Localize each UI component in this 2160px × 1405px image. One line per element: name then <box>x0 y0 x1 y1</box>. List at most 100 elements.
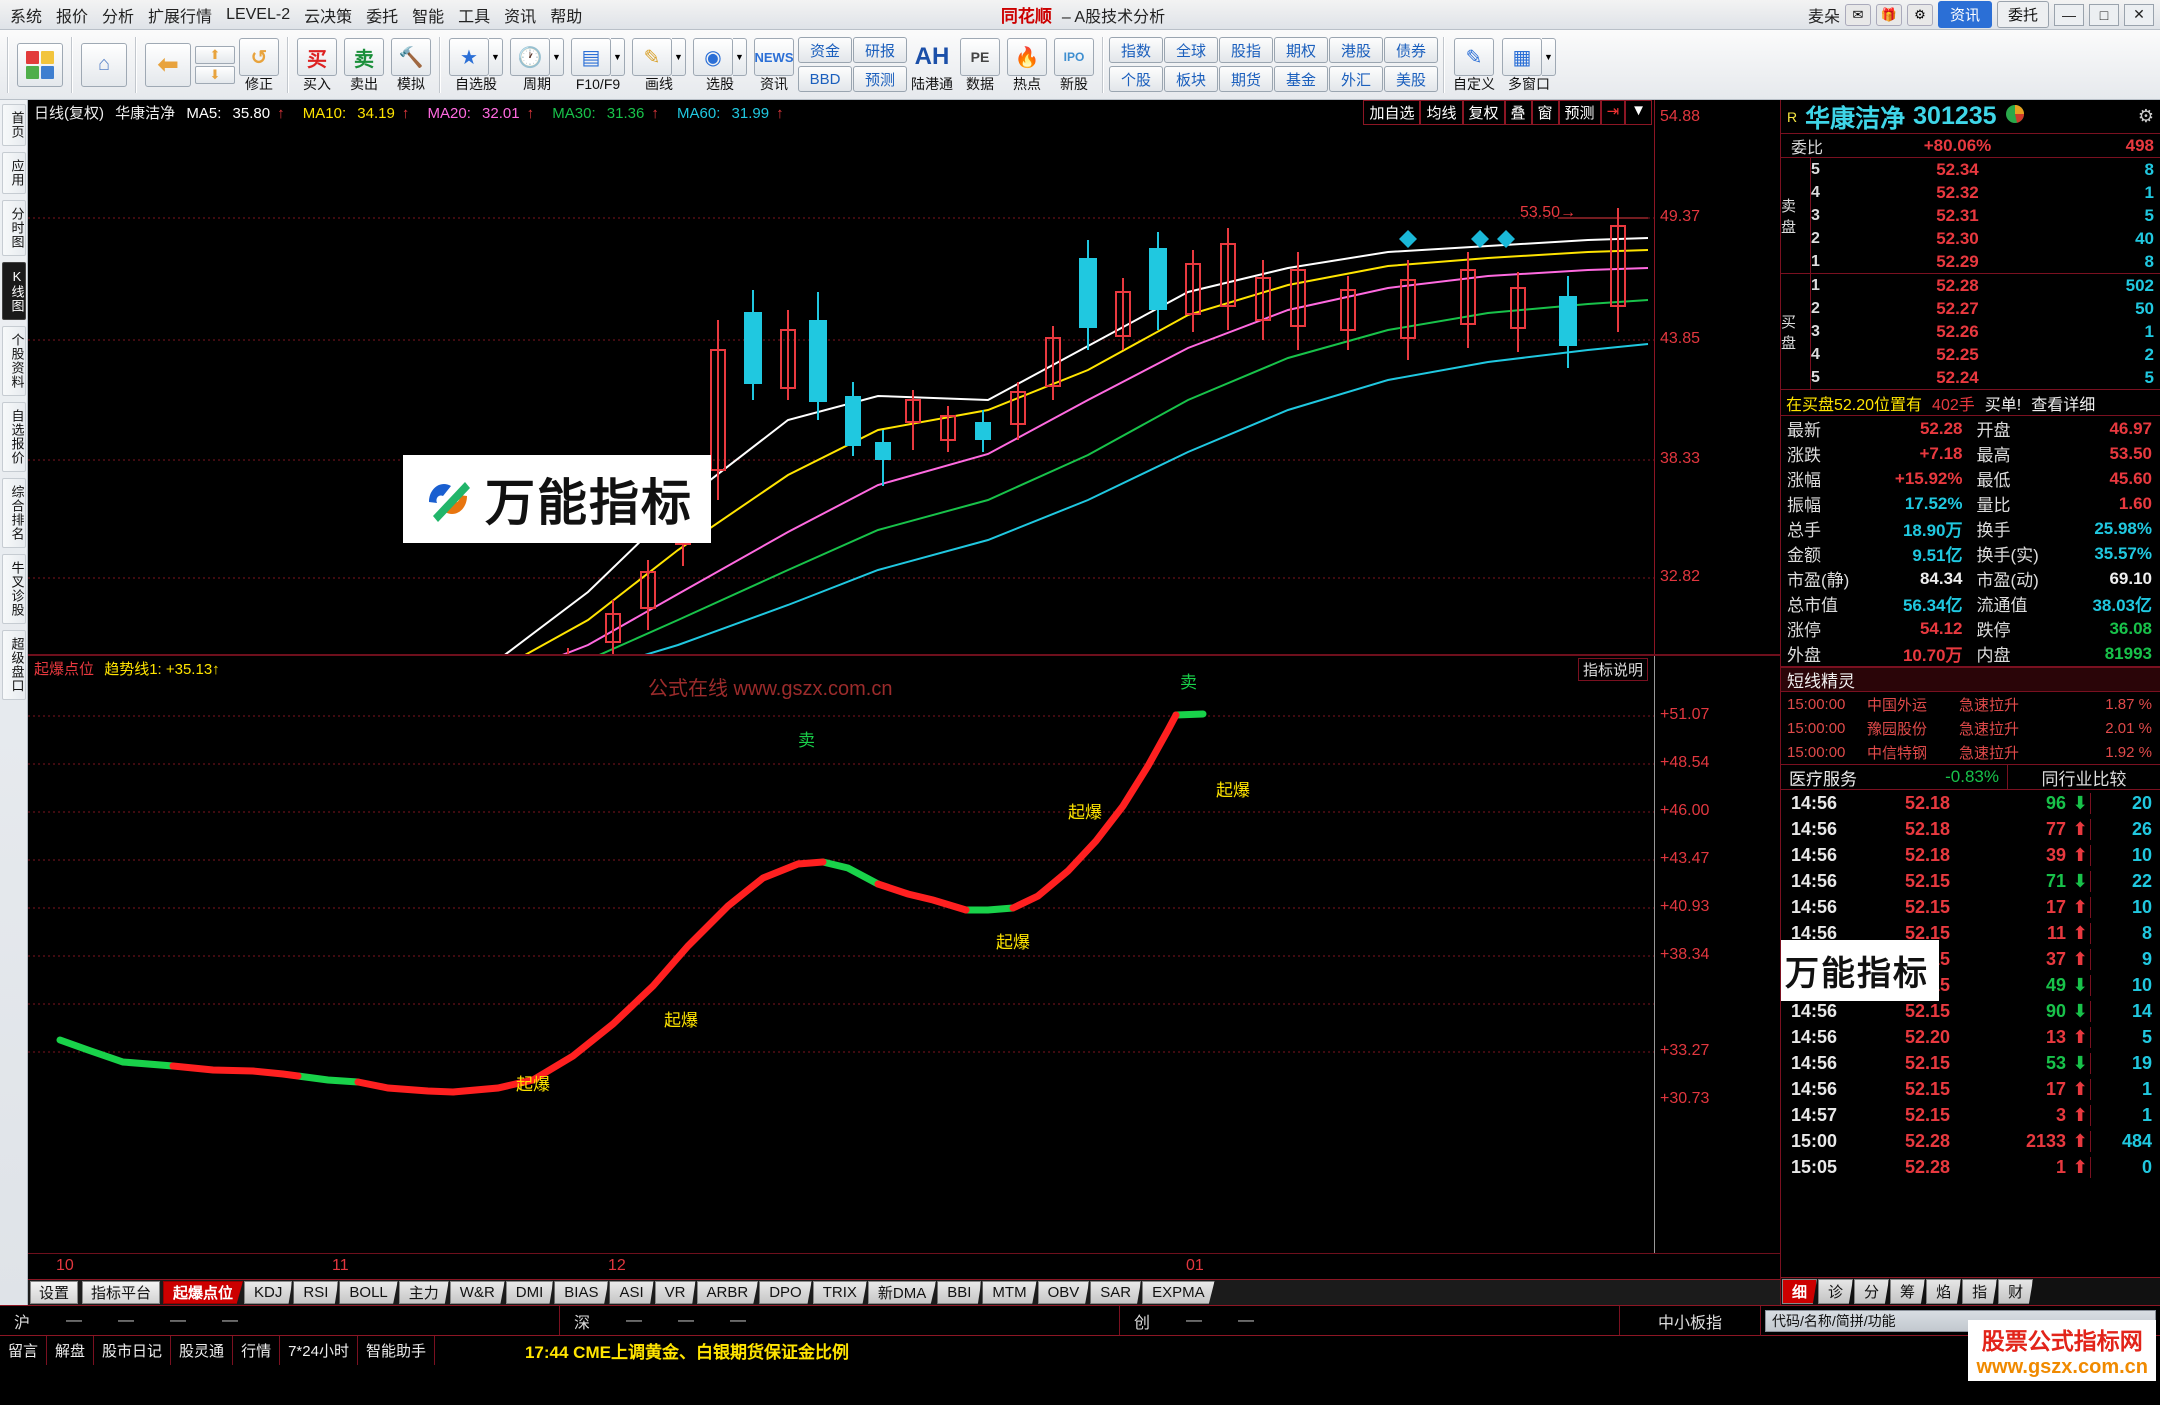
tab-obv[interactable]: OBV <box>1037 1281 1090 1304</box>
sell-button[interactable]: 卖 卖出 <box>341 33 387 97</box>
menu-item-6[interactable]: 委托 <box>366 8 399 26</box>
minimize-button[interactable]: — <box>2054 3 2084 26</box>
status-diary-button[interactable]: 股市日记 <box>94 1336 172 1365</box>
maximize-button[interactable]: □ <box>2089 3 2119 26</box>
note-detail-link[interactable]: 查看详细 <box>2031 396 2096 414</box>
chevron-down-icon[interactable]: ▼ <box>1625 100 1652 125</box>
tab-xindma[interactable]: 新DMA <box>867 1281 937 1304</box>
tab-boll[interactable]: BOLL <box>339 1281 398 1304</box>
bid-row-3[interactable]: 3 52.26 1 <box>1811 321 2154 341</box>
add-watchlist-button[interactable]: 加自选 <box>1363 100 1421 125</box>
forecast-button[interactable]: 预测 <box>853 66 907 92</box>
bbd-button[interactable]: BBD <box>798 66 852 92</box>
bid-row-5[interactable]: 5 52.24 5 <box>1811 367 2154 387</box>
sidebar-item-ranking[interactable]: 综合排名 <box>1 478 26 548</box>
menu-item-5[interactable]: 云决策 <box>304 8 353 26</box>
menu-item-3[interactable]: 扩展行情 <box>148 8 213 26</box>
menu-item-2[interactable]: 分析 <box>102 8 135 26</box>
alert-row[interactable]: 15:00:00 豫园股份 急速拉升 2.01 % <box>1787 719 2152 738</box>
rtab-finance[interactable]: 财 <box>1998 1279 2034 1304</box>
tab-trix[interactable]: TRIX <box>812 1281 867 1304</box>
index-right-label[interactable]: 中小板指 <box>1657 1314 1722 1332</box>
status-gulingtong-button[interactable]: 股灵通 <box>171 1336 234 1365</box>
tick-list[interactable]: 14:56 52.18 96 ⬇ 20 14:56 52.18 77 ⬆ 26 14:56 52.… <box>1781 790 2160 1277</box>
adjust-button[interactable]: 复权 <box>1462 100 1505 125</box>
funds-button[interactable]: 资金 <box>798 37 852 63</box>
index-cell-sh[interactable]: 沪 — — — — <box>0 1306 560 1335</box>
menu-item-7[interactable]: 智能 <box>412 8 445 26</box>
tab-rsi[interactable]: RSI <box>293 1281 339 1304</box>
ma-button[interactable]: 均线 <box>1420 100 1463 125</box>
sidebar-item-kline[interactable]: K线图 <box>1 262 26 320</box>
market-stock-button[interactable]: 个股 <box>1109 66 1163 92</box>
bid-row-4[interactable]: 4 52.25 2 <box>1811 344 2154 364</box>
chevron-down-icon[interactable]: ▼ <box>489 38 503 76</box>
market-global-button[interactable]: 全球 <box>1164 37 1218 63</box>
back-button[interactable]: ⬅ <box>142 33 194 97</box>
simulate-button[interactable]: 🔨 模拟 <box>388 33 434 97</box>
rtab-chips[interactable]: 筹 <box>1890 1279 1926 1304</box>
next-icon[interactable]: ⇥ <box>1600 100 1626 125</box>
layout-button[interactable] <box>14 33 66 97</box>
market-indexfuture-button[interactable]: 股指 <box>1219 37 1273 63</box>
sidebar-item-intraday[interactable]: 分时图 <box>1 200 26 256</box>
index-cell-sz[interactable]: 深 — — — <box>560 1306 1120 1335</box>
bid-row-1[interactable]: 1 52.28 502 <box>1811 275 2154 295</box>
tab-arbr[interactable]: ARBR <box>696 1281 759 1304</box>
tab-bias[interactable]: BIAS <box>554 1281 609 1304</box>
message-icon[interactable]: ✉ <box>1844 3 1871 26</box>
chevron-down-icon[interactable]: ▼ <box>733 38 747 76</box>
home-button[interactable]: ⌂ <box>78 33 130 97</box>
indicator-pane[interactable]: 起爆点位 趋势线1: +35.13↑ 指标说明 公式在线 www.gszx.co… <box>28 655 1780 1253</box>
overlay-button[interactable]: 叠 <box>1504 100 1532 125</box>
indicator-note-button[interactable]: 指标说明 <box>1577 658 1648 681</box>
market-fund-button[interactable]: 基金 <box>1274 66 1328 92</box>
bid-row-2[interactable]: 2 52.27 50 <box>1811 298 2154 318</box>
ask-row-2[interactable]: 2 52.30 40 <box>1811 228 2154 248</box>
chevron-down-icon[interactable]: ▼ <box>550 38 564 76</box>
sidebar-item-diagnosis[interactable]: 牛叉诊股 <box>1 554 26 624</box>
tab-wr[interactable]: W&R <box>449 1281 505 1304</box>
correct-button[interactable]: ↺ 修正 <box>236 33 282 97</box>
menu-item-8[interactable]: 工具 <box>458 8 491 26</box>
scroll-buttons[interactable]: ⬆ ⬇ <box>195 45 235 84</box>
market-bond-button[interactable]: 债券 <box>1384 37 1438 63</box>
scroll-up-icon[interactable]: ⬆ <box>195 45 235 64</box>
screener-button[interactable]: ◉ ▼ 选股 <box>690 33 750 97</box>
tab-asi[interactable]: ASI <box>609 1281 654 1304</box>
market-index-button[interactable]: 指数 <box>1109 37 1163 63</box>
news-button[interactable]: 资讯 <box>1937 1 1992 28</box>
tab-dmi[interactable]: DMI <box>505 1281 554 1304</box>
market-hk-button[interactable]: 港股 <box>1329 37 1383 63</box>
rtab-flame[interactable]: 焰 <box>1926 1279 1962 1304</box>
watchlist-button[interactable]: ★ ▼ 自选股 <box>446 33 506 97</box>
data-button[interactable]: PE 数据 <box>957 33 1003 97</box>
user-name[interactable]: 麦朵 <box>1807 8 1840 26</box>
buy-button[interactable]: 买 买入 <box>294 33 340 97</box>
tab-expma[interactable]: EXPMA <box>1142 1281 1215 1304</box>
ask-row-1[interactable]: 1 52.29 8 <box>1811 251 2154 271</box>
order-button[interactable]: 委托 <box>1996 1 2049 28</box>
market-sector-button[interactable]: 板块 <box>1164 66 1218 92</box>
settings-button[interactable]: 设置 <box>30 1281 79 1304</box>
big-order-note[interactable]: 在买盘52.20位置有 402手 买单! 查看详细 <box>1781 390 2160 416</box>
multiwindow-button[interactable]: ▦ ▼ 多窗口 <box>1499 33 1559 97</box>
alert-row[interactable]: 15:00:00 中国外运 急速拉升 1.87 % <box>1787 695 2152 714</box>
menu-item-0[interactable]: 系统 <box>10 8 43 26</box>
tab-mtm[interactable]: MTM <box>982 1281 1037 1304</box>
rtab-diagnose[interactable]: 诊 <box>1818 1279 1854 1304</box>
tab-dpo[interactable]: DPO <box>759 1281 812 1304</box>
chevron-down-icon[interactable]: ▼ <box>1542 38 1556 76</box>
ask-row-4[interactable]: 4 52.32 1 <box>1811 182 2154 202</box>
sector-row[interactable]: 医疗服务 -0.83% 同行业比较 <box>1781 764 2160 790</box>
status-724-button[interactable]: 7*24小时 <box>280 1336 358 1365</box>
settings-icon[interactable]: ⚙ <box>1906 3 1933 26</box>
rtab-分[interactable]: 分 <box>1854 1279 1890 1304</box>
window-button[interactable]: 窗 <box>1531 100 1559 125</box>
status-assistant-button[interactable]: 智能助手 <box>358 1336 435 1365</box>
chevron-down-icon[interactable]: ▼ <box>672 38 686 76</box>
chevron-down-icon[interactable]: ▼ <box>611 38 625 76</box>
gear-icon[interactable]: ⚙ <box>2137 106 2154 126</box>
tab-vr[interactable]: VR <box>654 1281 696 1304</box>
tab-kdj[interactable]: KDJ <box>244 1281 293 1304</box>
